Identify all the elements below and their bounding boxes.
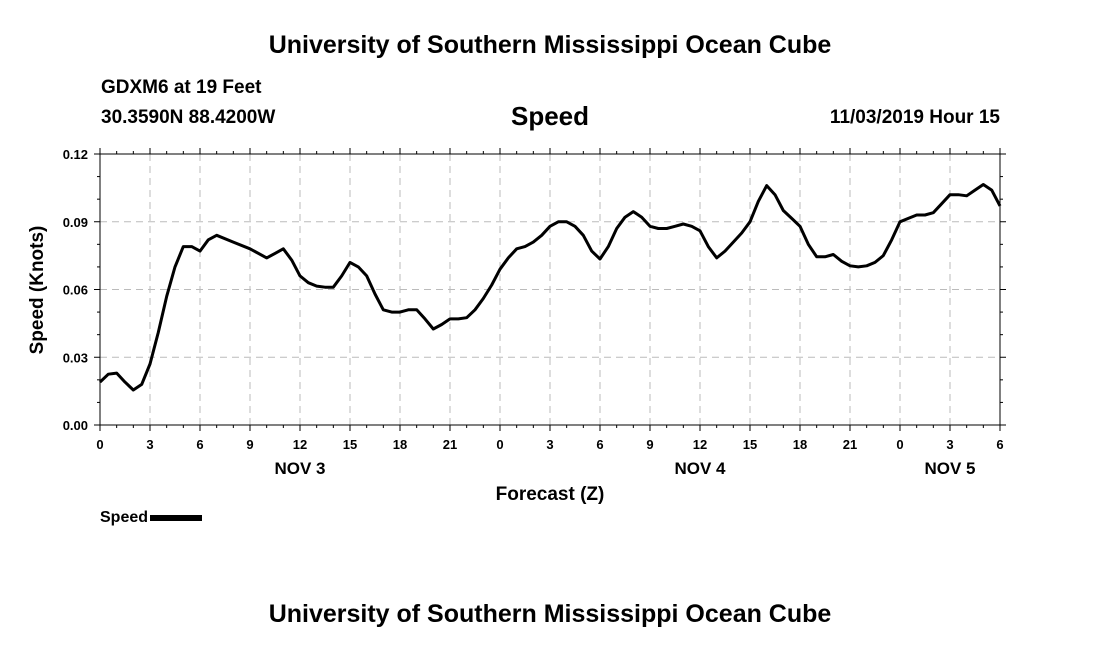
datetime-label: 11/03/2019 Hour 15 (829, 107, 1000, 128)
y-tick-labels: 0.00 0.03 0.06 0.09 0.12 (63, 147, 88, 433)
y-axis-label: Speed (Knots) (27, 226, 48, 355)
x-tick-label: 15 (743, 437, 757, 452)
chart-title: Speed (510, 101, 590, 131)
x-tick-label: 6 (596, 437, 603, 452)
day-label: NOV 3 (274, 459, 325, 478)
legend: Speed (100, 509, 203, 527)
axis-ticks (94, 148, 1006, 431)
x-tick-label: 3 (946, 437, 953, 452)
x-tick-label: 0 (96, 437, 103, 452)
y-tick-label: 0.00 (63, 418, 88, 433)
coordinates-label: 30.3590N 88.4200W (101, 107, 276, 128)
x-tick-label: 0 (496, 437, 503, 452)
x-tick-label: 0 (896, 437, 903, 452)
x-tick-label: 12 (693, 437, 707, 452)
y-tick-label: 0.03 (63, 350, 88, 365)
y-tick-label: 0.12 (63, 147, 88, 162)
x-tick-label: 21 (843, 437, 857, 452)
day-label: NOV 5 (924, 459, 975, 478)
x-tick-label: 3 (546, 437, 553, 452)
page-title: University of Southern Mississippi Ocean… (268, 31, 832, 59)
x-tick-label: 12 (293, 437, 307, 452)
x-tick-label: 3 (146, 437, 153, 452)
series-line-speed (98, 183, 1002, 392)
legend-swatch (150, 514, 203, 521)
day-labels: NOV 3 NOV 4 NOV 5 (274, 459, 975, 478)
chart-grid (100, 154, 1000, 425)
x-tick-label: 15 (343, 437, 357, 452)
legend-label: Speed (100, 509, 149, 526)
x-tick-label: 21 (443, 437, 457, 452)
y-tick-label: 0.09 (63, 215, 88, 230)
x-tick-labels: 0 3 6 9 12 15 18 21 0 3 6 9 12 15 18 21 0 3 6 (96, 437, 1003, 452)
y-tick-label: 0.06 (63, 283, 88, 298)
station-label: GDXM6 at 19 Feet (101, 77, 262, 98)
x-tick-label: 9 (646, 437, 653, 452)
footer-title: University of Southern Mississippi Ocean… (268, 600, 832, 628)
x-axis-label: Forecast (Z) (496, 484, 605, 505)
x-tick-label: 18 (793, 437, 807, 452)
x-tick-label: 6 (196, 437, 203, 452)
x-tick-label: 6 (996, 437, 1003, 452)
x-tick-label: 18 (393, 437, 407, 452)
day-label: NOV 4 (674, 459, 726, 478)
x-tick-label: 9 (246, 437, 253, 452)
